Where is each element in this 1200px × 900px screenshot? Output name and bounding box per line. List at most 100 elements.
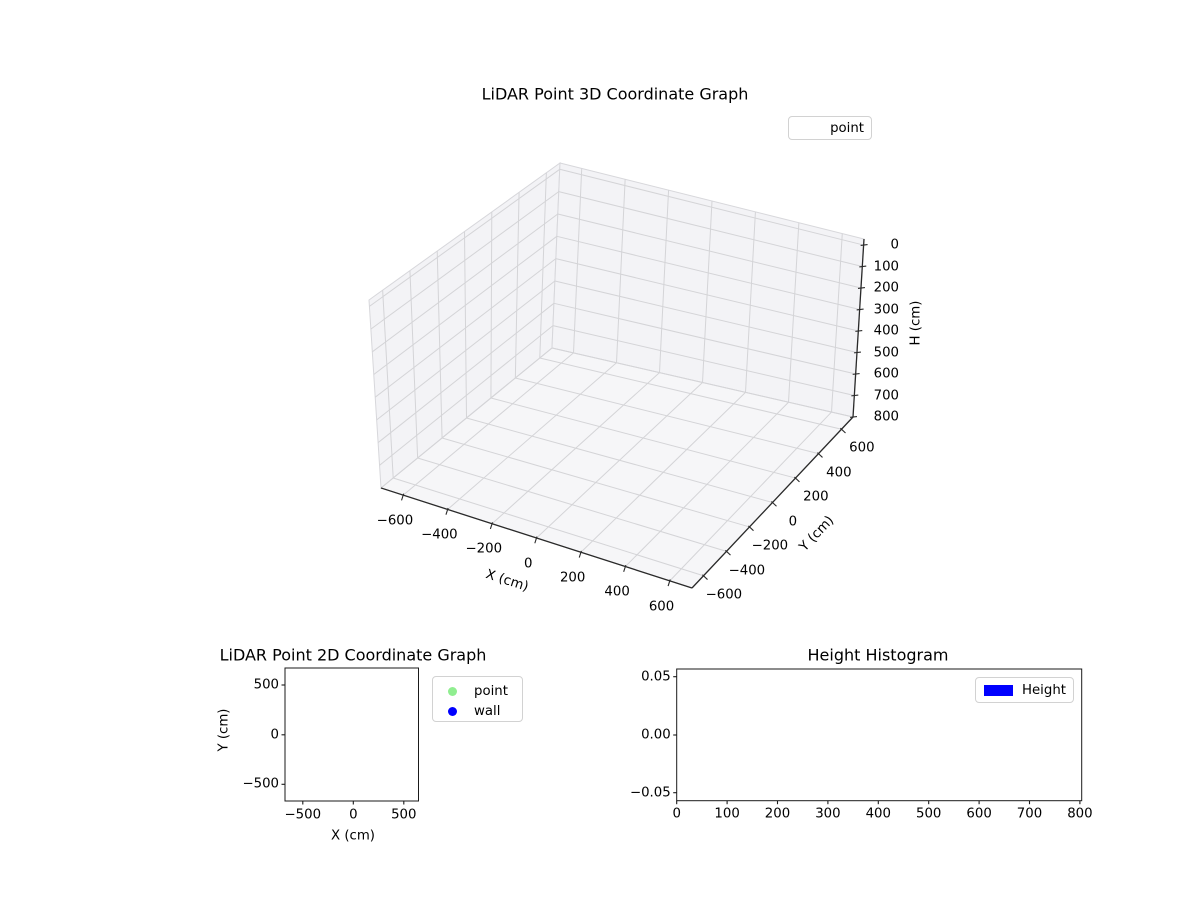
- h-tick-label-3d: 0: [890, 237, 899, 253]
- wall-marker-icon: [448, 706, 457, 716]
- grid-or-tick-line: [840, 427, 846, 434]
- x-tick-label-hist: 200: [764, 806, 791, 822]
- legend-entry-point: point: [433, 681, 522, 701]
- grid-or-tick-line: [573, 168, 583, 353]
- h-tick-label-3d: 100: [873, 258, 899, 274]
- h-tick-label-3d: 500: [873, 344, 899, 360]
- grid-or-tick-line: [849, 415, 858, 418]
- grid-or-tick-line: [409, 270, 419, 459]
- plot-3d-legend: point: [788, 116, 872, 140]
- h-tick-label-3d: 200: [873, 280, 899, 296]
- grid-or-tick-line: [794, 476, 800, 483]
- grid-or-tick-line: [859, 265, 867, 268]
- x-tick-label-hist: 500: [915, 806, 942, 822]
- grid-or-tick-line: [771, 501, 777, 507]
- grid-or-tick-line: [745, 211, 756, 393]
- grid-or-tick-line: [539, 172, 547, 359]
- plot-2d-legend-label-wall: wall: [474, 703, 501, 719]
- grid-or-tick-line: [514, 192, 520, 379]
- plot-2d-title: LiDAR Point 2D Coordinate Graph: [219, 645, 487, 665]
- plot-3d-title: LiDAR Point 3D Coordinate Graph: [481, 84, 749, 104]
- grid-or-tick-line: [377, 302, 555, 443]
- h-tick-label-3d: 300: [873, 301, 899, 317]
- grid-or-tick-line: [556, 235, 860, 311]
- grid-or-tick-line: [555, 258, 859, 332]
- grid-or-tick-line: [559, 168, 864, 246]
- grid-or-tick-line: [489, 522, 494, 530]
- plot-2d-xlabel: X (cm): [331, 828, 375, 844]
- legend-empty-handle: [796, 123, 830, 133]
- grid-or-tick-line: [725, 549, 731, 556]
- y-tick-label-3d: −400: [728, 562, 766, 578]
- x-tick-label-2d: −500: [284, 807, 322, 823]
- grid-or-tick-line: [401, 493, 405, 501]
- h-tick-label-3d: 700: [873, 387, 899, 403]
- grid-or-tick-line: [374, 258, 557, 398]
- grid-or-tick-line: [623, 564, 627, 572]
- legend-entry-wall: wall: [433, 701, 522, 721]
- x-tick-label-3d: −200: [465, 541, 503, 557]
- grid-or-tick-line: [616, 179, 626, 363]
- y-tick-label-hist: 0.05: [641, 669, 671, 685]
- x-tick-label-hist: 300: [815, 806, 841, 822]
- grid-or-tick-line: [393, 477, 704, 577]
- height-swatch-icon: [984, 684, 1013, 696]
- grid-or-tick-line: [490, 211, 493, 399]
- plot-hist-legend-label: Height: [1022, 682, 1066, 698]
- plot-3d-legend-label: point: [830, 120, 864, 136]
- x-tick-label-hist: 400: [865, 806, 891, 822]
- y-tick-label-hist: −0.05: [629, 785, 671, 801]
- x-tick-label-3d: −600: [376, 513, 414, 529]
- grid-or-tick-line: [667, 579, 671, 587]
- y-tick-label-3d: 0: [788, 514, 798, 530]
- x-tick-label-3d: 200: [559, 570, 586, 586]
- grid-or-tick-line: [787, 222, 800, 403]
- grid-or-tick-line: [382, 290, 394, 479]
- grid-or-tick-line: [445, 507, 449, 515]
- grid-or-tick-line: [417, 457, 727, 552]
- grid-or-tick-line: [441, 437, 750, 528]
- grid-or-tick-line: [748, 525, 754, 532]
- y-tick-label-2d: −500: [242, 776, 279, 792]
- h-tick-label-3d: 400: [873, 323, 899, 339]
- grid-or-tick-line: [578, 550, 582, 558]
- grid-or-tick-line: [558, 191, 863, 268]
- grid-or-tick-line: [851, 394, 859, 397]
- grid-or-tick-line: [817, 452, 823, 458]
- grid-or-tick-line: [379, 325, 554, 466]
- grid-or-tick-line: [466, 417, 773, 503]
- grid-or-tick-line: [554, 280, 858, 354]
- grid-or-tick-line: [436, 251, 443, 439]
- x-tick-label-3d: −400: [421, 527, 458, 543]
- x-tick-label-hist: 600: [966, 806, 992, 822]
- plot-2d-legend-label-point: point: [474, 683, 508, 699]
- grid-or-tick-line: [464, 231, 467, 419]
- x-tick-label-3d: 600: [648, 598, 675, 614]
- y-tick-label-3d: −600: [705, 587, 743, 603]
- grid-or-tick-line: [702, 200, 713, 383]
- point-marker-icon: [448, 686, 457, 696]
- x-tick-label-2d: 500: [391, 807, 417, 823]
- grid-or-tick-line: [831, 233, 843, 413]
- x-tick-label-hist: 800: [1067, 806, 1093, 822]
- grid-or-tick-line: [853, 351, 862, 354]
- grid-or-tick-line: [557, 213, 862, 289]
- grid-or-tick-line: [855, 329, 863, 332]
- plot-3d-zlabel: H (cm): [908, 300, 924, 346]
- h-tick-label-3d: 600: [873, 366, 899, 382]
- grid-or-tick-line: [553, 302, 856, 375]
- grid-or-tick-line: [370, 191, 560, 330]
- grid-or-tick-line: [702, 574, 708, 580]
- grid-or-tick-line: [372, 213, 559, 353]
- y-tick-label-2d: 0: [270, 727, 279, 743]
- grid-or-tick-line: [373, 235, 558, 375]
- grid-or-tick-line: [539, 357, 842, 430]
- grid-or-tick-line: [369, 168, 561, 307]
- grid-or-tick-line: [852, 238, 865, 418]
- x-tick-label-2d: 0: [349, 807, 358, 823]
- grid-or-tick-line: [856, 308, 864, 311]
- grid-or-tick-line: [658, 190, 670, 373]
- grid-or-tick-line: [857, 287, 865, 289]
- grid-or-tick-line: [515, 377, 819, 455]
